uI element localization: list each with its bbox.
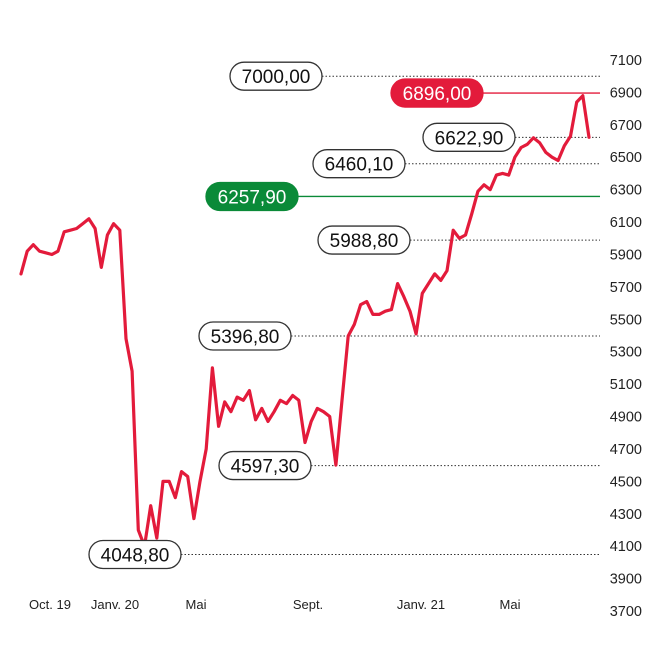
y-tick-label: 6300 bbox=[610, 183, 642, 199]
x-tick-label: Janv. 20 bbox=[91, 597, 139, 612]
y-axis: 7100 6900 6700 6500 6300 6100 5900 5700 5500 5300… bbox=[610, 53, 642, 620]
annotation-label: 6460,10 bbox=[325, 155, 394, 176]
annotation-label: 6622,90 bbox=[435, 128, 504, 149]
x-tick-label: Janv. 21 bbox=[397, 597, 445, 612]
y-tick-label: 6500 bbox=[610, 150, 642, 166]
y-tick-label: 3700 bbox=[610, 604, 642, 620]
y-tick-label: 4100 bbox=[610, 539, 642, 555]
y-tick-label: 7100 bbox=[610, 53, 642, 69]
annotation-pill bbox=[198, 321, 292, 351]
y-tick-label: 5700 bbox=[610, 280, 642, 296]
x-tick-label: Mai bbox=[186, 597, 207, 612]
annotation-labels: 7000,00 6896,00 6622,90 6460,10 6257,90 5988,… bbox=[88, 61, 516, 570]
annotation-lines bbox=[181, 75, 600, 555]
annotation-pill bbox=[88, 539, 182, 570]
annotation-label: 6257,90 bbox=[218, 187, 287, 208]
y-tick-label: 4900 bbox=[610, 410, 642, 426]
series-line bbox=[19, 94, 591, 548]
y-tick-label: 5900 bbox=[610, 247, 642, 263]
annotation-label: 5396,80 bbox=[211, 327, 280, 348]
x-axis: Oct. 19 Janv. 20 Mai Sept. Janv. 21 Mai bbox=[29, 597, 521, 612]
y-tick-label: 6700 bbox=[610, 118, 642, 134]
annotation-pill bbox=[218, 450, 312, 481]
x-tick-label: Mai bbox=[500, 597, 521, 612]
annotation-label: 6896,00 bbox=[403, 84, 472, 105]
annotation-pill bbox=[422, 122, 516, 152]
y-tick-label: 6100 bbox=[610, 215, 642, 231]
y-tick-label: 5300 bbox=[610, 345, 642, 361]
y-tick-label: 3900 bbox=[610, 572, 642, 588]
x-tick-label: Sept. bbox=[293, 597, 323, 612]
y-tick-label: 4500 bbox=[610, 474, 642, 490]
y-tick-label: 4300 bbox=[610, 507, 642, 523]
annotation-pill bbox=[205, 181, 299, 212]
annotation-label: 4597,30 bbox=[231, 457, 300, 478]
annotation-pill bbox=[229, 61, 323, 91]
annotation-pill bbox=[390, 78, 484, 108]
y-tick-label: 4700 bbox=[610, 442, 642, 458]
y-tick-label: 6900 bbox=[610, 85, 642, 101]
annotation-label: 4048,80 bbox=[101, 545, 170, 566]
y-tick-label: 5500 bbox=[610, 312, 642, 328]
annotation-pill bbox=[317, 225, 411, 255]
annotation-label: 5988,80 bbox=[330, 231, 399, 252]
y-tick-label: 5100 bbox=[610, 377, 642, 393]
annotation-pill bbox=[312, 149, 406, 179]
annotation-label: 7000,00 bbox=[242, 67, 311, 88]
x-tick-label: Oct. 19 bbox=[29, 597, 71, 612]
